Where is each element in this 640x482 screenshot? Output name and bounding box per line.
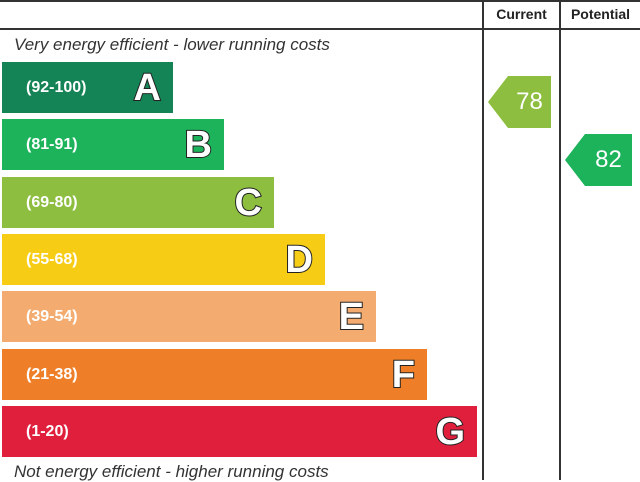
band-letter: E: [338, 295, 365, 339]
current-column-divider: [482, 0, 484, 480]
band-range-label: (39-54): [26, 308, 78, 325]
header-divider: [0, 28, 640, 30]
potential-column-header: Potential: [570, 6, 631, 22]
band-d: (55-68) D: [2, 234, 325, 285]
potential-arrow-shape: [565, 134, 632, 186]
band-range-label: (21-38): [26, 366, 78, 383]
band-range-label: (55-68): [26, 251, 78, 268]
current-rating-value: 78: [516, 88, 543, 115]
band-range-label: (81-91): [26, 136, 78, 153]
band-e: (39-54) E: [2, 291, 376, 342]
band-f: (21-38) F: [2, 349, 427, 400]
potential-column-divider: [559, 0, 561, 480]
potential-rating-arrow: 82: [565, 134, 632, 186]
band-c: (69-80) C: [2, 177, 274, 228]
potential-rating-value: 82: [595, 146, 622, 173]
band-g: (1-20) G: [2, 406, 477, 457]
current-arrow-polygon: [488, 76, 551, 128]
band-letter: F: [391, 353, 416, 397]
band-a: (92-100) A: [2, 62, 173, 113]
current-column-header: Current: [496, 6, 547, 22]
potential-arrow-polygon: [565, 134, 632, 186]
band-range-label: (69-80): [26, 194, 78, 211]
band-letter: D: [285, 238, 314, 282]
top-border: [0, 0, 640, 2]
band-range-label: (1-20): [26, 423, 69, 440]
band-letter: B: [184, 123, 213, 167]
band-letter: C: [234, 181, 263, 225]
current-arrow-shape: [488, 76, 551, 128]
top-caption: Very energy efficient - lower running co…: [14, 35, 330, 54]
band-letter: G: [434, 410, 466, 454]
band-range-label: (92-100): [26, 79, 87, 96]
current-rating-arrow: 78: [488, 76, 551, 128]
band-b: (81-91) B: [2, 119, 224, 170]
band-letter: A: [133, 66, 162, 110]
bottom-caption: Not energy efficient - higher running co…: [14, 462, 329, 481]
